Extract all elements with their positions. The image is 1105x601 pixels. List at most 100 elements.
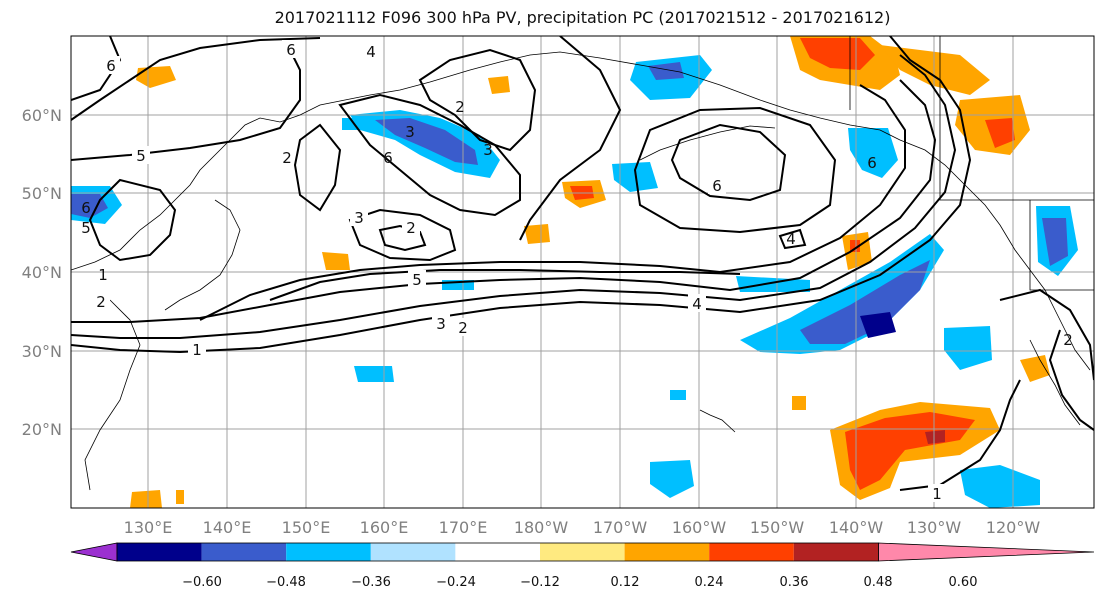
lon-label: 150°E xyxy=(282,518,331,537)
lon-label: 140°E xyxy=(203,518,252,537)
contour-label: 6 xyxy=(81,199,91,217)
colorbar-segment xyxy=(455,543,540,561)
colorbar-tick-labels: −0.60 −0.48 −0.36 −0.24 −0.12 0.12 0.24 … xyxy=(182,575,977,590)
colorbar-tick-label: −0.36 xyxy=(351,575,391,590)
colorbar-border xyxy=(116,542,879,562)
colorbar-segment xyxy=(117,543,202,561)
colorbar-tick-label: 0.36 xyxy=(780,575,809,590)
colorbar-segment xyxy=(201,543,287,561)
positive-precip-area xyxy=(130,490,162,508)
contour-label: 3 xyxy=(483,141,493,159)
precip-anomaly-fills xyxy=(71,36,1078,508)
map-title: 2017021112 F096 300 hPa PV, precipitatio… xyxy=(274,8,891,27)
colorbar-segment xyxy=(370,543,456,561)
colorbar-tick-label: 0.48 xyxy=(864,575,893,590)
positive-precip-area xyxy=(1020,355,1050,382)
colorbar-tick-label: −0.24 xyxy=(436,575,476,590)
positive-precip-area xyxy=(524,224,550,244)
lon-label: 160°E xyxy=(360,518,409,537)
colorbar-tick-label: −0.12 xyxy=(520,575,560,590)
colorbar-segment xyxy=(540,543,625,561)
negative-precip-area xyxy=(71,194,108,218)
longitude-labels: 130°E 140°E 150°E 160°E 170°E 180°W 170°… xyxy=(124,518,1041,537)
contour-label: 3 xyxy=(354,209,364,227)
negative-precip-area xyxy=(944,326,992,370)
negative-precip-area xyxy=(375,118,478,165)
contour-label: 5 xyxy=(412,271,422,289)
lat-label: 50°N xyxy=(22,184,62,203)
negative-precip-area xyxy=(740,234,944,354)
contour-label: 3 xyxy=(436,315,446,333)
colorbar-tick-label: 0.12 xyxy=(611,575,640,590)
gridlines xyxy=(71,36,1094,508)
positive-precip-area xyxy=(850,240,860,252)
lon-label: 180°W xyxy=(514,518,569,537)
contour-label: 1 xyxy=(932,485,942,503)
contour-label: 1 xyxy=(98,266,108,284)
negative-precip-area xyxy=(1042,218,1068,266)
contour-label: 6 xyxy=(867,154,877,172)
contour-labels: 6 6 4 5 2 6 3 2 3 6 3 2 5 4 4 3 2 xyxy=(81,40,1073,503)
negative-precip-area xyxy=(860,312,896,338)
positive-precip-area xyxy=(985,118,1015,148)
colorbar-tick-label: −0.48 xyxy=(266,575,306,590)
colorbar-tick-label: 0.24 xyxy=(695,575,724,590)
negative-precip-area xyxy=(670,390,686,400)
colorbar-segment xyxy=(709,543,794,561)
lon-label: 120°W xyxy=(986,518,1041,537)
negative-precip-area xyxy=(960,465,1040,508)
lon-label: 160°W xyxy=(672,518,727,537)
map-border xyxy=(70,35,1095,509)
contour-label: 5 xyxy=(136,147,146,165)
contour-label: 6 xyxy=(712,177,722,195)
contour-label: 4 xyxy=(786,230,796,248)
colorbar-tick-label: 0.60 xyxy=(949,575,978,590)
contour-label: 2 xyxy=(96,293,106,311)
positive-precip-area xyxy=(925,430,945,444)
lon-label: 130°E xyxy=(124,518,173,537)
lon-label: 170°E xyxy=(439,518,488,537)
colorbar-tick-label: −0.60 xyxy=(182,575,222,590)
lon-label: 170°W xyxy=(593,518,648,537)
colorbar-extend-high xyxy=(878,542,1095,562)
latitude-labels: 60°N 50°N 40°N 30°N 20°N xyxy=(22,106,62,439)
positive-precip-area xyxy=(488,76,510,94)
negative-precip-area xyxy=(648,62,684,80)
positive-precip-area xyxy=(136,66,176,88)
contour-label: 3 xyxy=(405,123,415,141)
lon-label: 140°W xyxy=(829,518,884,537)
contour-label: 2 xyxy=(406,219,416,237)
contour-label: 2 xyxy=(1063,331,1073,349)
positive-precip-area xyxy=(792,396,806,410)
positive-precip-area xyxy=(322,252,350,270)
contour-label: 5 xyxy=(81,219,91,237)
colorbar-segment xyxy=(286,543,371,561)
contour-label: 4 xyxy=(692,295,702,313)
negative-precip-area xyxy=(650,460,694,498)
contour-label: 6 xyxy=(286,41,296,59)
negative-precip-area xyxy=(800,260,930,344)
positive-precip-area xyxy=(176,490,184,504)
colorbar-segment xyxy=(624,543,710,561)
lat-label: 60°N xyxy=(22,106,62,125)
contour-label: 2 xyxy=(282,149,292,167)
contour-label: 2 xyxy=(458,319,468,337)
negative-precip-area xyxy=(848,128,898,178)
coastlines xyxy=(71,36,1094,491)
lon-label: 150°W xyxy=(750,518,805,537)
contour-label: 1 xyxy=(192,341,202,359)
contour-label: 2 xyxy=(455,98,465,116)
pv-contours xyxy=(71,36,1094,491)
contour-label: 6 xyxy=(106,57,116,75)
contour-label: 4 xyxy=(366,43,376,61)
negative-precip-area xyxy=(354,366,394,382)
lon-label: 130°W xyxy=(907,518,962,537)
lat-label: 30°N xyxy=(22,342,62,361)
contour-label: 6 xyxy=(383,149,393,167)
lat-label: 40°N xyxy=(22,263,62,282)
lat-label: 20°N xyxy=(22,420,62,439)
colorbar xyxy=(70,542,1095,562)
colorbar-segment xyxy=(793,543,879,561)
colorbar-extend-low xyxy=(70,542,118,562)
